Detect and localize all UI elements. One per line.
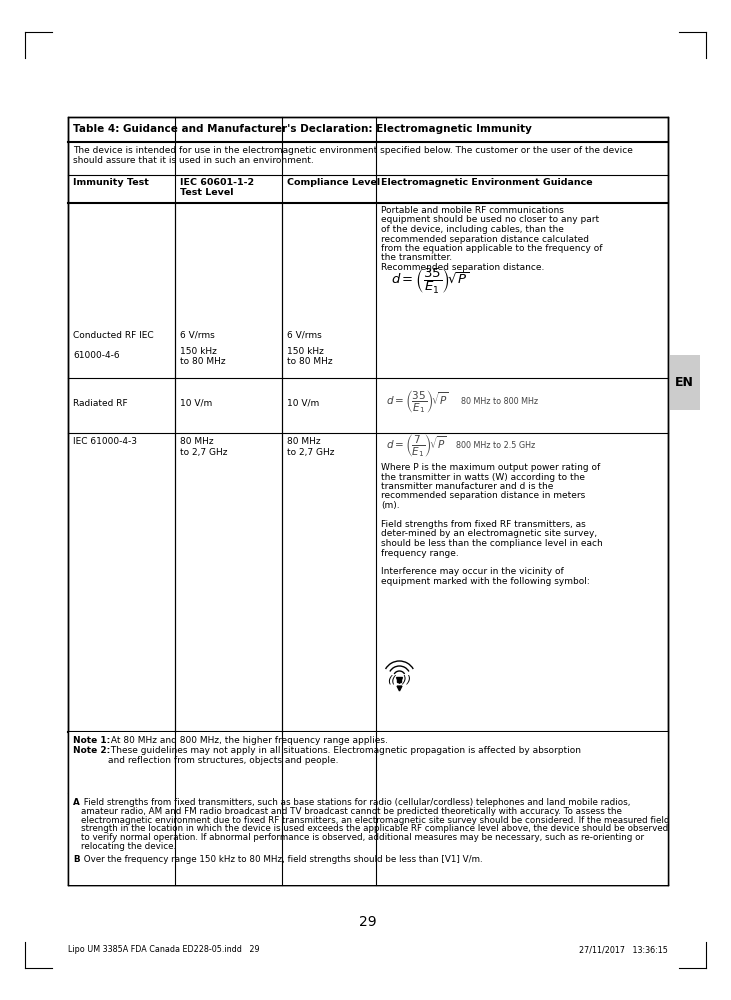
Text: Where P is the maximum output power rating of: Where P is the maximum output power rati… bbox=[382, 463, 601, 472]
Text: IEC 60601-1-2: IEC 60601-1-2 bbox=[180, 178, 254, 187]
Text: IEC 61000-4-3: IEC 61000-4-3 bbox=[73, 437, 137, 446]
Text: should be less than the compliance level in each: should be less than the compliance level… bbox=[382, 539, 603, 548]
Text: frequency range.: frequency range. bbox=[382, 548, 459, 558]
Text: strength in the location in which the device is used exceeds the applicable RF c: strength in the location in which the de… bbox=[81, 824, 668, 833]
Text: 6 V/rms: 6 V/rms bbox=[180, 331, 215, 340]
Text: Recommended separation distance.: Recommended separation distance. bbox=[382, 263, 545, 272]
Text: deter-mined by an electromagnetic site survey,: deter-mined by an electromagnetic site s… bbox=[382, 530, 597, 538]
Text: to verify normal operation. If abnormal performance is observed, additional meas: to verify normal operation. If abnormal … bbox=[81, 833, 644, 842]
Text: relocating the device.: relocating the device. bbox=[81, 842, 176, 851]
Text: (m).: (m). bbox=[382, 501, 400, 510]
Text: These guidelines may not apply in all situations. Electromagnetic propagation is: These guidelines may not apply in all si… bbox=[108, 746, 581, 755]
Bar bbox=[68, 117, 668, 885]
Text: to 80 MHz: to 80 MHz bbox=[287, 357, 332, 366]
Text: the transmitter in watts (W) according to the: the transmitter in watts (W) according t… bbox=[382, 473, 586, 482]
Text: 800 MHz to 2.5 GHz: 800 MHz to 2.5 GHz bbox=[456, 440, 536, 450]
Text: amateur radio, AM and FM radio broadcast and TV broadcast cannot be predicted th: amateur radio, AM and FM radio broadcast… bbox=[81, 807, 622, 816]
Text: 27/11/2017   13:36:15: 27/11/2017 13:36:15 bbox=[579, 946, 668, 954]
Text: to 2,7 GHz: to 2,7 GHz bbox=[180, 448, 227, 457]
Text: 29: 29 bbox=[359, 915, 376, 929]
Text: recommended separation distance in meters: recommended separation distance in meter… bbox=[382, 491, 586, 500]
Text: B: B bbox=[73, 855, 80, 864]
Text: to 2,7 GHz: to 2,7 GHz bbox=[287, 448, 334, 457]
Text: Lipo UM 3385A FDA Canada ED228-05.indd   29: Lipo UM 3385A FDA Canada ED228-05.indd 2… bbox=[68, 946, 260, 954]
Text: Compliance Level: Compliance Level bbox=[287, 178, 379, 187]
Text: 10 V/m: 10 V/m bbox=[287, 399, 319, 408]
Text: Field strengths from fixed transmitters, such as base stations for radio (cellul: Field strengths from fixed transmitters,… bbox=[81, 798, 630, 807]
Text: $d = \left(\dfrac{35}{E_1}\right)\!\sqrt{P}$: $d = \left(\dfrac{35}{E_1}\right)\!\sqrt… bbox=[387, 388, 449, 415]
Text: Field strengths from fixed RF transmitters, as: Field strengths from fixed RF transmitte… bbox=[382, 520, 586, 529]
Bar bbox=[68, 732, 668, 793]
Text: Interference may occur in the vicinity of: Interference may occur in the vicinity o… bbox=[382, 568, 564, 576]
Text: 80 MHz to 800 MHz: 80 MHz to 800 MHz bbox=[461, 397, 539, 406]
Text: Note 2:: Note 2: bbox=[73, 746, 110, 755]
Text: ((•)): ((•)) bbox=[387, 674, 412, 684]
Text: A: A bbox=[73, 798, 80, 807]
Text: 150 kHz: 150 kHz bbox=[287, 347, 324, 356]
Text: Over the frequency range 150 kHz to 80 MHz, field strengths should be less than : Over the frequency range 150 kHz to 80 M… bbox=[81, 855, 482, 864]
Text: Radiated RF: Radiated RF bbox=[73, 399, 128, 408]
Text: 80 MHz: 80 MHz bbox=[287, 437, 320, 446]
Text: Note 1:: Note 1: bbox=[73, 736, 110, 745]
Text: from the equation applicable to the frequency of: from the equation applicable to the freq… bbox=[382, 244, 603, 253]
Text: recommended separation distance calculated: recommended separation distance calculat… bbox=[382, 234, 589, 243]
Text: Electromagnetic Environment Guidance: Electromagnetic Environment Guidance bbox=[382, 178, 593, 187]
Bar bbox=[668, 355, 700, 410]
Text: Immunity Test: Immunity Test bbox=[73, 178, 149, 187]
Text: Test Level: Test Level bbox=[180, 188, 233, 197]
Text: 6 V/rms: 6 V/rms bbox=[287, 331, 322, 340]
Text: equipment should be used no closer to any part: equipment should be used no closer to an… bbox=[382, 216, 599, 225]
Text: should assure that it is used in such an environment.: should assure that it is used in such an… bbox=[73, 156, 314, 165]
Text: and reflection from structures, objects and people.: and reflection from structures, objects … bbox=[108, 756, 338, 765]
Text: transmitter manufacturer and d is the: transmitter manufacturer and d is the bbox=[382, 482, 554, 491]
Text: Portable and mobile RF communications: Portable and mobile RF communications bbox=[382, 206, 564, 215]
Text: to 80 MHz: to 80 MHz bbox=[180, 357, 225, 366]
Bar bbox=[68, 793, 668, 885]
Text: 10 V/m: 10 V/m bbox=[180, 399, 212, 408]
Text: $d = \left(\dfrac{35}{E_1}\right)\!\sqrt{P}$: $d = \left(\dfrac{35}{E_1}\right)\!\sqrt… bbox=[391, 266, 469, 295]
Text: 80 MHz: 80 MHz bbox=[180, 437, 213, 446]
Text: At 80 MHz and 800 MHz, the higher frequency range applies.: At 80 MHz and 800 MHz, the higher freque… bbox=[108, 736, 388, 745]
Text: electromagnetic environment due to fixed RF transmitters, an electromagnetic sit: electromagnetic environment due to fixed… bbox=[81, 816, 670, 825]
Text: EN: EN bbox=[675, 376, 694, 389]
Text: Table 4: Guidance and Manufacturer's Declaration: Electromagnetic Immunity: Table 4: Guidance and Manufacturer's Dec… bbox=[73, 124, 532, 134]
Text: The device is intended for use in the electromagnetic environment specified belo: The device is intended for use in the el… bbox=[73, 146, 633, 155]
Text: equipment marked with the following symbol:: equipment marked with the following symb… bbox=[382, 577, 590, 586]
Text: of the device, including cables, than the: of the device, including cables, than th… bbox=[382, 225, 564, 234]
Text: the transmitter.: the transmitter. bbox=[382, 253, 452, 262]
Text: 61000-4-6: 61000-4-6 bbox=[73, 351, 120, 360]
Text: 150 kHz: 150 kHz bbox=[180, 347, 216, 356]
Text: $d = \left(\dfrac{7}{E_1}\right)\!\sqrt{P}$: $d = \left(\dfrac{7}{E_1}\right)\!\sqrt{… bbox=[387, 432, 447, 458]
Text: Conducted RF IEC: Conducted RF IEC bbox=[73, 331, 154, 340]
